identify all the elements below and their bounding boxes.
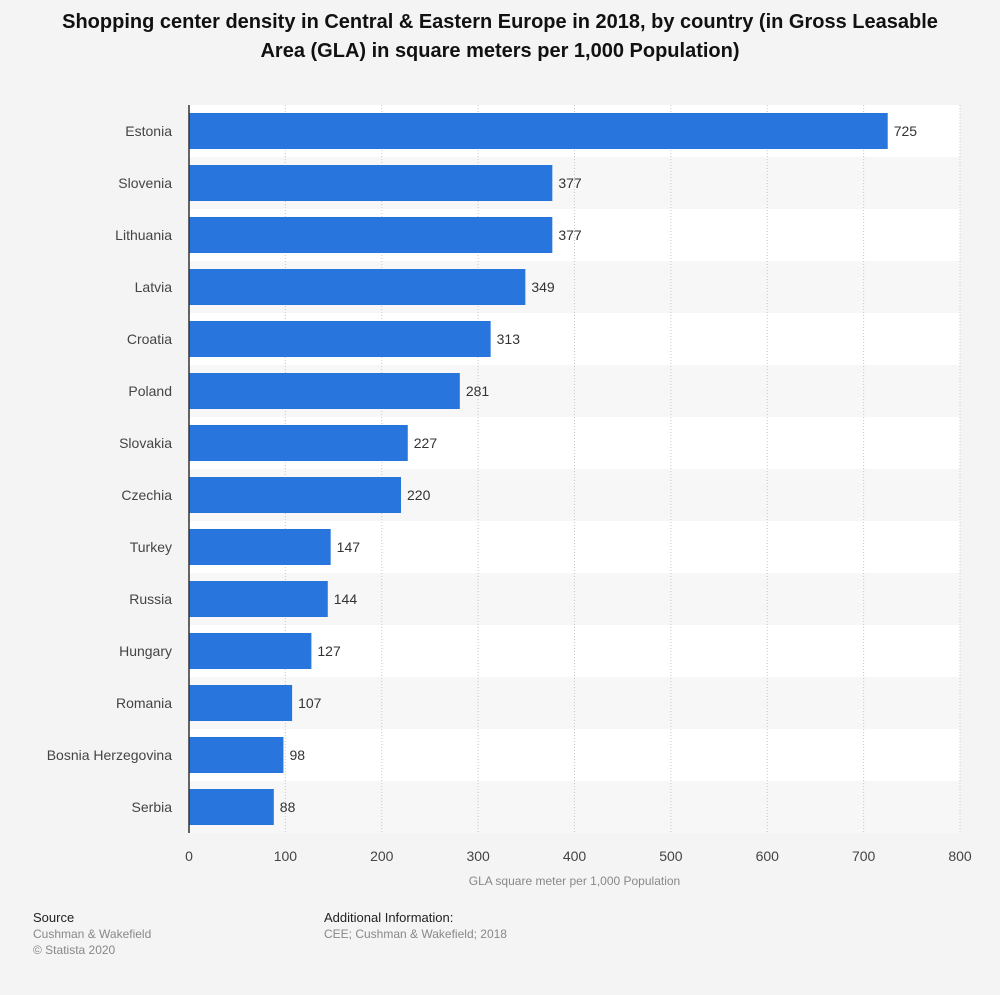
bar <box>189 477 402 513</box>
data-label: 313 <box>497 331 521 347</box>
data-label: 98 <box>289 747 305 763</box>
data-label: 220 <box>407 487 431 503</box>
category-label: Slovakia <box>119 435 172 451</box>
source-block: Source Cushman & Wakefield © Statista 20… <box>33 910 151 958</box>
bar <box>189 633 312 669</box>
category-label: Estonia <box>125 123 172 139</box>
bar <box>189 581 328 617</box>
x-tick-label: 200 <box>370 848 394 864</box>
category-label: Slovenia <box>118 175 172 191</box>
data-label: 349 <box>531 279 555 295</box>
data-label: 107 <box>298 695 322 711</box>
x-tick-label: 0 <box>185 848 193 864</box>
category-label: Russia <box>129 591 172 607</box>
x-tick-label: 600 <box>756 848 780 864</box>
data-label: 144 <box>334 591 358 607</box>
bar <box>189 789 274 825</box>
data-label: 127 <box>317 643 341 659</box>
x-tick-label: 100 <box>274 848 298 864</box>
x-tick-label: 300 <box>466 848 490 864</box>
data-label: 725 <box>894 123 918 139</box>
x-tick-label: 500 <box>659 848 683 864</box>
additional-info-text: CEE; Cushman & Wakefield; 2018 <box>324 927 507 941</box>
category-label: Turkey <box>130 539 172 555</box>
category-label: Serbia <box>132 799 173 815</box>
x-tick-label: 800 <box>948 848 972 864</box>
data-label: 88 <box>280 799 296 815</box>
bar <box>189 113 888 149</box>
x-tick-label: 400 <box>563 848 587 864</box>
source-heading: Source <box>33 910 75 925</box>
category-label: Poland <box>128 383 172 399</box>
copyright-text: © Statista 2020 <box>33 943 116 957</box>
bar <box>189 321 491 357</box>
bar-chart: 725 Estonia 377 Slovenia 377 Lithuania 349 Latv… <box>47 105 972 888</box>
data-label: 377 <box>558 175 582 191</box>
category-label: Croatia <box>127 331 172 347</box>
bar <box>189 269 526 305</box>
data-label: 281 <box>466 383 490 399</box>
data-label: 147 <box>337 539 361 555</box>
category-label: Latvia <box>135 279 173 295</box>
source-text: Cushman & Wakefield <box>33 927 152 941</box>
category-label: Czechia <box>121 487 172 503</box>
bar <box>189 165 553 201</box>
bar <box>189 529 331 565</box>
additional-info-heading: Additional Information: <box>324 910 454 925</box>
bar <box>189 685 293 721</box>
bar <box>189 425 408 461</box>
data-label: 227 <box>414 435 438 451</box>
x-tick-label: 700 <box>852 848 876 864</box>
chart-title: Shopping center density in Central & Eas… <box>62 11 938 62</box>
category-label: Bosnia Herzegovina <box>47 747 173 763</box>
data-label: 377 <box>558 227 582 243</box>
category-label: Romania <box>116 695 172 711</box>
bar <box>189 737 284 773</box>
x-axis-title: GLA square meter per 1,000 Population <box>469 874 680 888</box>
additional-info-block: Additional Information: CEE; Cushman & W… <box>324 910 507 942</box>
bar <box>189 373 460 409</box>
category-label: Lithuania <box>115 227 172 243</box>
category-label: Hungary <box>119 643 172 659</box>
row-band <box>189 729 960 781</box>
bar <box>189 217 553 253</box>
